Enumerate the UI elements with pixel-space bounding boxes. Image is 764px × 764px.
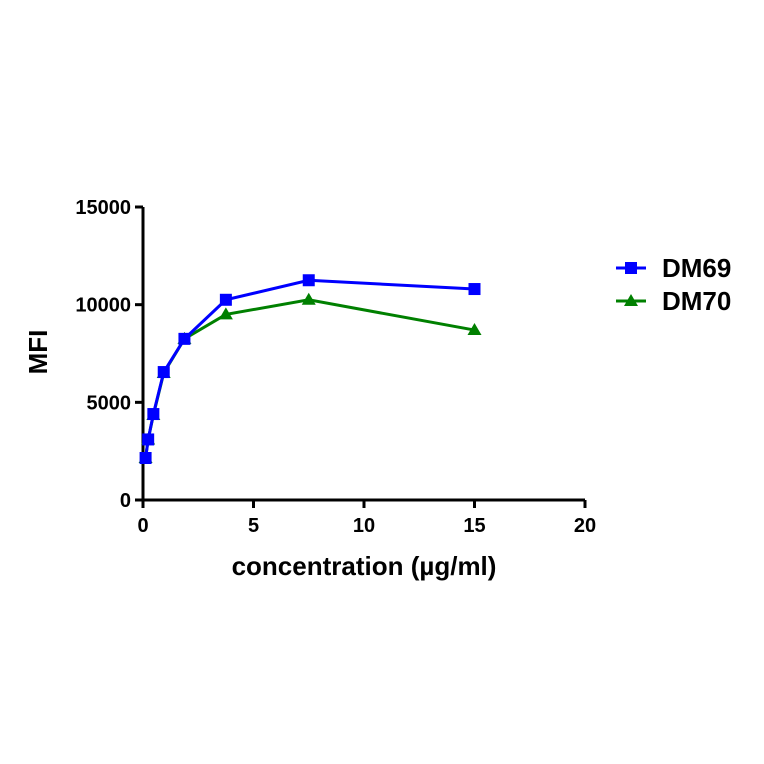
data-point-marker bbox=[468, 283, 481, 296]
data-point-marker bbox=[302, 274, 315, 287]
legend-label: DM70 bbox=[662, 286, 731, 316]
series-line bbox=[144, 278, 475, 459]
legend-label: DM69 bbox=[662, 253, 731, 283]
triangle-marker-icon bbox=[624, 294, 638, 306]
x-tick-label: 20 bbox=[574, 515, 596, 537]
x-tick-label: 10 bbox=[353, 515, 375, 537]
y-tick-label: 5000 bbox=[87, 392, 132, 414]
y-tick-label: 10000 bbox=[75, 295, 131, 317]
axes: 0 5000 10000 15000 0 5 10 15 20 bbox=[75, 197, 596, 537]
series-layer bbox=[138, 274, 482, 465]
legend-item-dm69: DM69 bbox=[616, 253, 731, 283]
data-point-marker bbox=[147, 408, 160, 421]
series-dm69 bbox=[139, 274, 481, 465]
data-point-marker bbox=[142, 433, 155, 446]
data-point-marker bbox=[467, 323, 482, 336]
series-line bbox=[144, 298, 475, 459]
x-axis-title: concentration (µg/ml) bbox=[232, 551, 497, 581]
data-point-marker bbox=[139, 452, 152, 465]
data-point-marker bbox=[218, 307, 233, 320]
data-point-marker bbox=[219, 293, 232, 306]
x-tick-label: 5 bbox=[248, 515, 259, 537]
data-point-marker bbox=[301, 292, 316, 305]
x-tick-label: 15 bbox=[463, 515, 485, 537]
x-tick-label: 0 bbox=[137, 515, 148, 537]
y-tick-label: 0 bbox=[120, 490, 131, 512]
series-dm70 bbox=[138, 292, 482, 464]
square-marker-icon bbox=[625, 262, 637, 274]
y-tick-label: 15000 bbox=[75, 197, 131, 219]
data-point-marker bbox=[178, 332, 191, 345]
y-axis-title: MFI bbox=[23, 330, 53, 375]
data-point-marker bbox=[157, 366, 170, 379]
legend-item-dm70: DM70 bbox=[616, 286, 731, 316]
